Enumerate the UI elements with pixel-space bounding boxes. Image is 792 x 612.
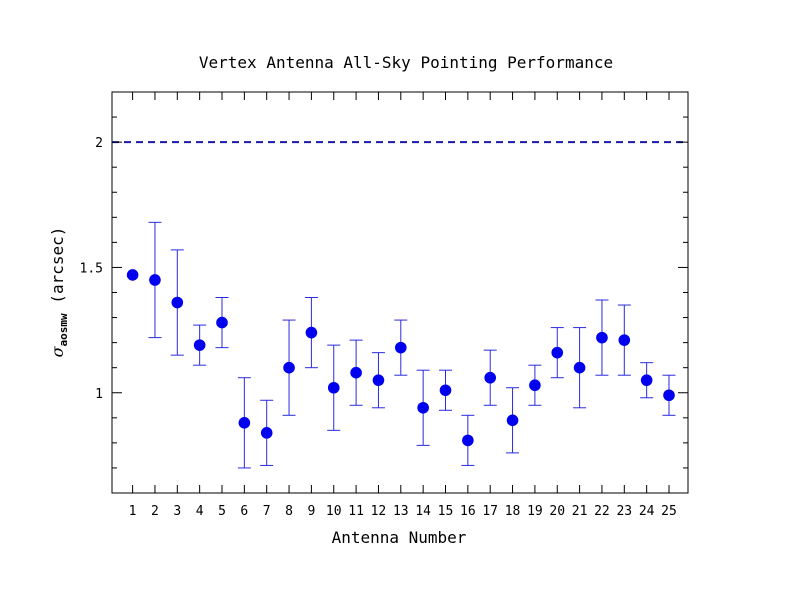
data-point	[350, 366, 362, 379]
data-point	[193, 339, 206, 351]
x-tick-label: 3	[173, 504, 181, 519]
x-tick-label: 16	[460, 504, 476, 519]
data-point	[395, 341, 407, 354]
x-tick-label: 10	[326, 504, 342, 519]
x-tick-label: 6	[240, 504, 248, 519]
x-tick-label: 8	[285, 504, 293, 519]
data-point	[372, 374, 385, 387]
x-tick-label: 7	[263, 504, 271, 519]
data-point	[171, 296, 184, 309]
x-tick-label: 24	[639, 504, 655, 519]
y-axis-label-subscript: aosmw	[57, 313, 70, 346]
data-point	[529, 379, 541, 392]
x-tick-label: 11	[348, 504, 364, 519]
x-tick-label: 5	[218, 504, 226, 519]
x-tick-label: 20	[549, 504, 565, 519]
x-tick-label: 25	[661, 504, 677, 519]
y-axis-label-unit: (arcsec)	[48, 227, 67, 304]
data-point	[506, 414, 519, 427]
x-tick-label: 1	[129, 504, 137, 519]
x-tick-label: 4	[196, 504, 204, 519]
data-point	[305, 326, 318, 339]
x-tick-label: 15	[438, 504, 454, 519]
ticks-layer	[112, 91, 688, 494]
x-axis-label: Antenna Number	[332, 528, 467, 547]
svg-text:σaosmw (arcsec): σaosmw (arcsec)	[48, 227, 70, 358]
x-tick-label: 9	[307, 504, 315, 519]
y-axis-label: σaosmw (arcsec)	[48, 227, 70, 358]
data-point	[551, 346, 564, 359]
data-point	[327, 381, 340, 394]
chart-title: Vertex Antenna All-Sky Pointing Performa…	[199, 53, 613, 72]
data-point	[462, 434, 474, 447]
y-tick-label: 2	[95, 136, 103, 151]
y-tick-labels: 11.52	[80, 136, 103, 402]
y-tick-label: 1.5	[80, 261, 103, 276]
plot-frame	[111, 91, 689, 494]
x-tick-label: 23	[616, 504, 632, 519]
points-layer	[126, 269, 675, 447]
x-tick-label: 19	[527, 504, 543, 519]
x-tick-label: 18	[505, 504, 521, 519]
data-point	[640, 374, 653, 387]
data-point	[439, 384, 452, 397]
data-point	[238, 417, 251, 429]
data-point	[260, 427, 273, 439]
y-axis-label-symbol: σ	[48, 345, 67, 357]
data-point	[149, 274, 161, 286]
x-tick-label: 13	[393, 504, 409, 519]
x-tick-label: 2	[151, 504, 159, 519]
data-point	[573, 361, 586, 374]
data-point	[484, 371, 497, 384]
x-tick-labels: 1 2 3 4 5 6 7 8 9 10 11 12 13 14 15 16 17 18 19 20 21 22 23 24 2…	[129, 504, 677, 519]
errorbar-layer	[148, 221, 676, 469]
x-tick-label: 17	[482, 504, 498, 519]
data-point	[663, 389, 675, 402]
x-tick-label: 22	[594, 504, 610, 519]
data-point	[283, 361, 295, 374]
x-tick-label: 14	[415, 504, 431, 519]
data-point	[596, 331, 608, 344]
x-tick-label: 21	[572, 504, 588, 519]
data-point	[618, 334, 631, 346]
data-point	[216, 316, 228, 329]
data-point	[417, 401, 429, 414]
data-point	[126, 269, 139, 281]
y-tick-label: 1	[95, 387, 103, 402]
x-tick-label: 12	[371, 504, 387, 519]
